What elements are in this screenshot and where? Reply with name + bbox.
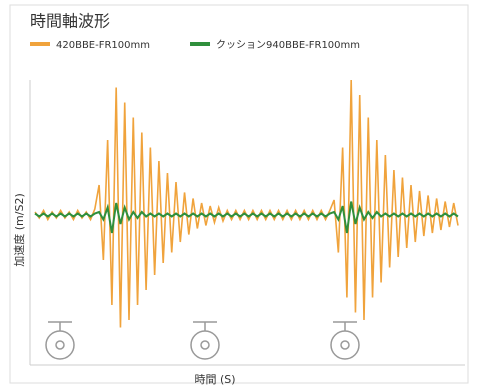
plot-frame xyxy=(29,80,465,366)
data-line xyxy=(34,201,459,234)
legend-label: クッション940BBE-FR100mm xyxy=(216,39,360,51)
chart-title: 時間軸波形 xyxy=(30,12,110,31)
y-axis-label: 加速度 (m/S2) xyxy=(12,193,26,266)
legend-label: 420BBE-FR100mm xyxy=(56,40,150,51)
caster-icons xyxy=(45,321,360,360)
x-axis-label: 時間 (S) xyxy=(194,373,235,386)
frame xyxy=(9,4,469,384)
data-line xyxy=(34,79,459,328)
